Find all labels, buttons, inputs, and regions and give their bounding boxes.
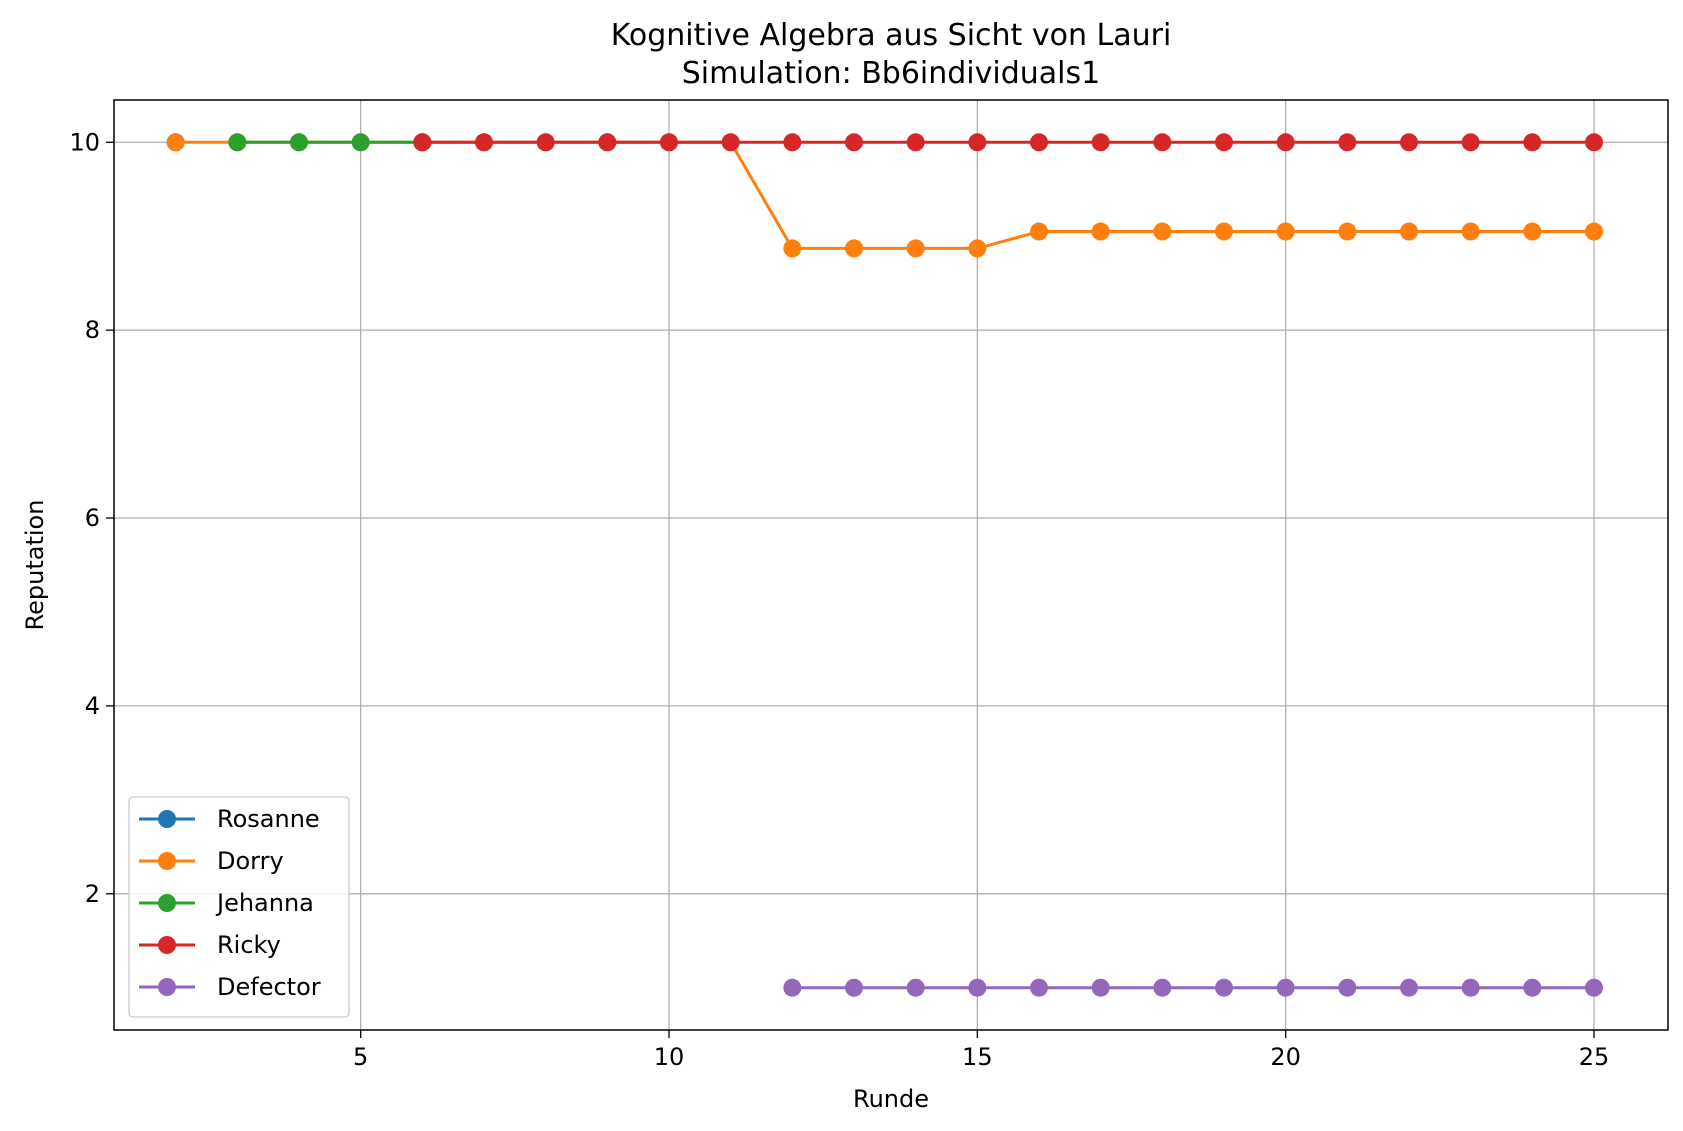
legend-label: Ricky	[217, 931, 281, 959]
data-point	[290, 133, 308, 152]
legend-marker	[158, 810, 176, 828]
data-point	[1400, 222, 1418, 241]
y-tick-label: 4	[85, 692, 100, 720]
series-jehanna	[228, 133, 432, 152]
chart-subtitle: Simulation: Bb6individuals1	[682, 56, 1100, 91]
data-point	[1400, 978, 1418, 997]
legend-box	[128, 796, 350, 1018]
legend-marker	[158, 936, 176, 954]
data-point	[845, 239, 863, 258]
data-point	[536, 133, 555, 152]
data-point	[1276, 978, 1295, 997]
x-tick-label: 20	[1270, 1043, 1301, 1071]
data-point	[1523, 222, 1542, 241]
data-point	[1400, 133, 1418, 152]
data-point	[783, 978, 802, 997]
data-point	[906, 239, 925, 258]
data-point	[1338, 133, 1357, 152]
data-point	[906, 133, 925, 152]
data-point	[968, 239, 987, 258]
y-tick-label: 8	[85, 316, 100, 344]
data-point	[783, 239, 802, 258]
legend-entry: Rosanne	[139, 805, 320, 833]
series-line	[175, 140, 1594, 250]
legend-entry: Jehanna	[139, 889, 314, 917]
data-point	[1461, 133, 1480, 152]
legend-label: Rosanne	[217, 805, 320, 833]
data-point	[968, 133, 987, 152]
data-point	[1030, 978, 1048, 997]
data-point	[1276, 222, 1295, 241]
data-point	[475, 133, 493, 152]
legend-marker	[158, 978, 176, 996]
legend-entry: Defector	[139, 973, 321, 1001]
x-tick-label: 15	[962, 1043, 993, 1071]
y-axis-label: Reputation	[21, 500, 49, 631]
data-point	[845, 133, 863, 152]
series-dorry	[166, 133, 1603, 258]
data-point	[1091, 133, 1110, 152]
data-point	[1091, 978, 1110, 997]
legend-label: Defector	[217, 973, 321, 1001]
data-point	[1153, 978, 1172, 997]
x-tick-label: 10	[654, 1043, 685, 1071]
data-point	[845, 978, 863, 997]
data-point	[783, 133, 802, 152]
data-point	[413, 133, 432, 152]
legend: Rosanne Dorry Jehanna Ricky Defector	[128, 796, 350, 1018]
data-point	[968, 978, 987, 997]
data-point	[906, 978, 925, 997]
data-point	[598, 133, 617, 152]
data-point	[1276, 133, 1295, 152]
data-point	[166, 133, 185, 152]
legend-entry: Dorry	[139, 847, 284, 875]
data-point	[1215, 978, 1233, 997]
legend-label: Dorry	[217, 847, 284, 875]
legend-label: Jehanna	[215, 889, 314, 917]
data-point	[721, 133, 740, 152]
series-defector	[783, 978, 1603, 997]
data-point	[1091, 222, 1110, 241]
series-ricky	[413, 133, 1603, 152]
data-point	[1585, 222, 1603, 241]
data-point	[660, 133, 678, 152]
legend-entry: Ricky	[139, 931, 281, 959]
chart-title: Kognitive Algebra aus Sicht von Lauri	[611, 18, 1172, 53]
data-point	[1523, 133, 1542, 152]
data-point	[1338, 222, 1357, 241]
data-point	[1338, 978, 1357, 997]
y-tick-label: 10	[69, 128, 100, 156]
data-point	[1215, 133, 1233, 152]
data-point	[1523, 978, 1542, 997]
y-tick-label: 2	[85, 880, 100, 908]
x-tick-label: 25	[1579, 1043, 1610, 1071]
legend-marker	[158, 852, 176, 870]
x-axis-label: Runde	[853, 1085, 929, 1113]
data-point	[1030, 133, 1048, 152]
x-tick-label: 5	[353, 1043, 368, 1071]
data-point	[228, 133, 247, 152]
plot-area-frame	[113, 99, 1669, 1031]
data-point	[1585, 133, 1603, 152]
data-point	[1153, 222, 1172, 241]
data-point	[351, 133, 370, 152]
data-point	[1461, 978, 1480, 997]
data-point	[1215, 222, 1233, 241]
data-point	[1585, 978, 1603, 997]
legend-marker	[158, 894, 176, 912]
y-tick-label: 6	[85, 504, 100, 532]
data-point	[1030, 222, 1048, 241]
data-point	[1153, 133, 1172, 152]
data-point	[1461, 222, 1480, 241]
